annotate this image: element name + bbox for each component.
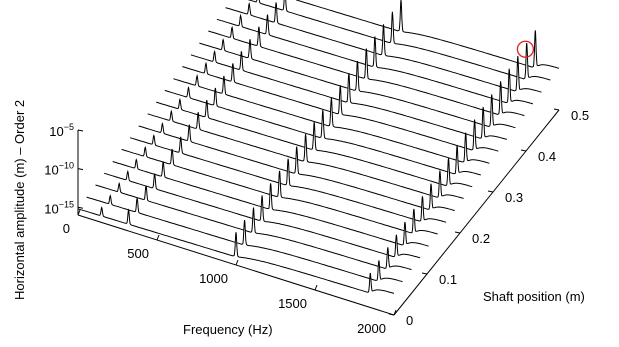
series-trace	[164, 86, 481, 176]
series-trace	[208, 25, 525, 117]
trace-mask	[78, 207, 394, 315]
y-tick-mark	[487, 190, 494, 193]
series-trace	[95, 181, 412, 271]
series-trace	[190, 50, 508, 140]
x-tick-label: 1500	[278, 296, 307, 311]
y-tick-label: 0	[406, 313, 413, 328]
x-tick-mark	[235, 259, 239, 266]
series-trace	[103, 169, 421, 259]
z-tick-mark	[77, 206, 84, 209]
z-tick-label: 10−5	[49, 122, 74, 139]
y-tick-mark	[520, 149, 527, 152]
y-tick-mark	[454, 231, 461, 234]
series-trace	[112, 158, 429, 247]
highlight-circle	[516, 40, 535, 58]
shaft-position-ticks: 0 0.1 0.2 0.3 0.4 0.5	[388, 108, 589, 328]
series-trace	[182, 61, 499, 152]
x-tick-label: 2000	[357, 321, 386, 336]
series-trace	[138, 122, 455, 212]
series-trace	[295, 0, 560, 69]
z-tick-mark	[77, 129, 84, 132]
series-trace	[216, 13, 534, 105]
z-tick-label: 10−10	[44, 161, 74, 178]
shaft-position-axis-line	[393, 109, 560, 316]
y-tick-label: 0.4	[538, 149, 556, 164]
trace-mask	[95, 183, 412, 294]
z-tick-label: 10−15	[44, 199, 74, 216]
y-tick-label: 0.3	[505, 190, 523, 205]
x-tick-label: 500	[127, 246, 149, 261]
x-tick-mark	[393, 309, 397, 316]
series-traces	[77, 0, 560, 315]
y-axis-label: Shaft position (m)	[483, 289, 585, 304]
z-axis-label: Horizontal amplitude (m) – Order 2	[12, 100, 27, 300]
series-trace	[199, 38, 516, 129]
series-trace	[121, 145, 438, 235]
series-trace	[147, 109, 464, 199]
x-tick-mark	[314, 284, 318, 291]
trace-mask	[86, 195, 403, 305]
x-axis-label: Frequency (Hz)	[183, 322, 273, 337]
x-tick-mark	[156, 234, 160, 241]
x-tick-label: 1000	[199, 271, 228, 286]
z-tick-mark	[77, 168, 84, 171]
x-tick-mark	[77, 209, 81, 216]
series-trace	[225, 1, 542, 93]
amplitude-ticks: 10−15 10−10 10−5	[44, 122, 84, 216]
x-tick-label: 0	[63, 221, 70, 236]
y-tick-mark	[421, 272, 428, 275]
y-tick-label: 0.1	[439, 272, 457, 287]
series-trace	[86, 194, 403, 283]
y-tick-label: 0.2	[472, 231, 490, 246]
frequency-ticks: 0 500 1000 1500 2000	[63, 209, 397, 336]
y-tick-label: 0.5	[571, 108, 589, 123]
y-tick-mark	[388, 313, 395, 316]
series-trace	[77, 206, 395, 294]
series-trace	[247, 0, 551, 81]
y-tick-mark	[553, 108, 560, 111]
series-trace	[156, 97, 473, 188]
series-trace	[129, 134, 447, 223]
series-trace	[173, 73, 490, 164]
